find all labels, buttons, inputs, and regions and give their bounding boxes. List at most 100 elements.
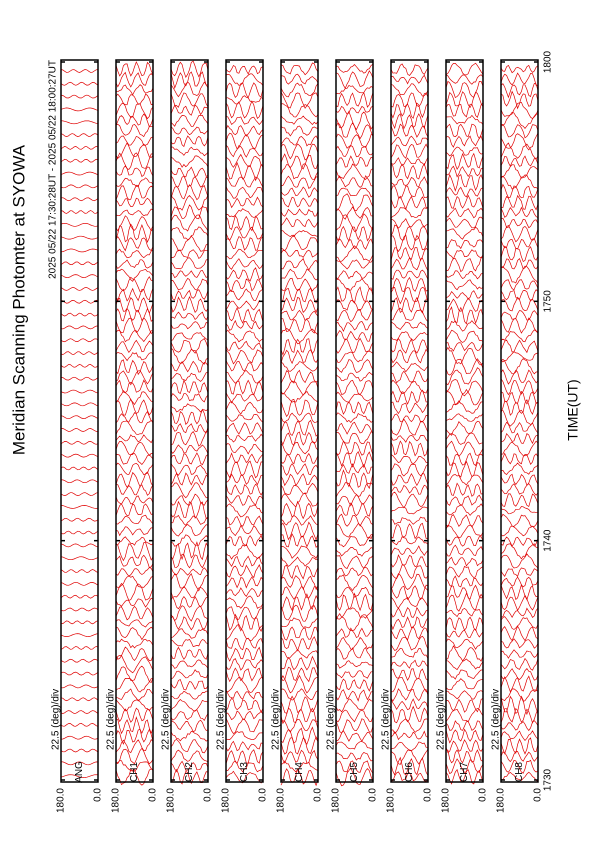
scan-trace xyxy=(115,677,154,693)
scan-trace xyxy=(225,329,264,343)
scan-trace xyxy=(115,330,154,343)
scan-trace xyxy=(280,419,319,437)
scan-trace xyxy=(390,401,429,415)
scan-trace xyxy=(225,503,264,518)
scan-trace xyxy=(60,274,99,278)
scan-trace xyxy=(170,472,209,486)
y-tick-label: 0.0 xyxy=(313,788,324,802)
scan-trace xyxy=(500,124,539,139)
scan-trace xyxy=(280,707,319,725)
scan-trace xyxy=(225,690,264,700)
y-tick-label: 180.0 xyxy=(331,788,342,813)
scan-trace xyxy=(500,553,539,569)
scan-trace xyxy=(170,135,209,148)
scan-trace xyxy=(335,730,374,742)
scan-trace xyxy=(225,460,264,479)
scan-trace xyxy=(390,176,429,188)
scan-trace xyxy=(170,586,209,599)
scan-trace xyxy=(225,534,264,547)
scan-trace xyxy=(335,698,374,713)
scan-trace xyxy=(170,204,209,220)
scan-trace xyxy=(445,440,484,458)
scan-trace xyxy=(500,737,539,755)
scan-trace xyxy=(170,638,209,648)
scan-trace xyxy=(116,84,154,96)
scan-trace xyxy=(336,206,374,220)
y-tick-label: 0.0 xyxy=(423,788,434,802)
scan-trace xyxy=(390,730,429,741)
scan-trace xyxy=(445,678,484,691)
scan-trace xyxy=(115,654,154,674)
scan-trace xyxy=(225,524,264,537)
scan-trace xyxy=(445,575,484,588)
x-axis-label: TIME(UT) xyxy=(565,379,581,440)
scan-trace xyxy=(335,534,374,548)
scan-trace xyxy=(60,594,99,599)
panel-frame xyxy=(445,59,484,783)
scan-trace xyxy=(335,163,374,180)
scan-trace xyxy=(60,120,99,125)
scan-trace xyxy=(390,454,429,465)
scan-trace xyxy=(390,218,429,229)
scan-trace xyxy=(280,296,319,314)
scan-trace xyxy=(280,648,319,659)
scan-trace xyxy=(170,126,209,136)
scan-trace xyxy=(60,453,99,458)
scan-trace xyxy=(115,495,154,505)
scan-trace xyxy=(225,214,264,232)
scan-trace xyxy=(280,452,319,465)
scan-trace xyxy=(280,626,319,641)
scan-trace xyxy=(60,466,99,471)
scan-trace xyxy=(445,306,484,325)
scan-trace xyxy=(500,583,539,601)
scan-trace xyxy=(445,239,484,250)
scan-trace xyxy=(170,60,209,79)
scan-trace xyxy=(225,473,264,486)
scan-trace xyxy=(445,152,484,170)
scan-trace xyxy=(60,402,99,407)
scan-trace xyxy=(170,679,209,691)
scan-trace xyxy=(115,747,154,765)
scan-trace xyxy=(280,586,319,600)
scan-trace xyxy=(500,72,539,87)
scan-trace xyxy=(225,370,264,384)
scan-trace xyxy=(390,440,429,457)
scan-trace xyxy=(280,338,319,356)
scan-trace xyxy=(280,390,319,403)
scan-trace xyxy=(170,403,209,413)
scan-trace xyxy=(390,573,429,591)
scan-trace xyxy=(225,658,264,671)
scan-trace xyxy=(445,728,484,744)
scan-trace xyxy=(280,556,319,567)
scale-annotation: 22.5 (deg)/div xyxy=(216,689,227,750)
scan-trace xyxy=(280,143,319,161)
scan-trace xyxy=(60,94,99,99)
scan-trace xyxy=(115,359,154,376)
channel-label: CH2 xyxy=(184,762,195,782)
scan-trace xyxy=(500,452,539,465)
scan-trace xyxy=(335,401,374,415)
scan-trace xyxy=(445,658,484,671)
scan-trace xyxy=(335,270,374,280)
scan-trace xyxy=(115,142,154,159)
scan-trace xyxy=(500,224,539,243)
scan-trace xyxy=(280,268,319,281)
scan-trace xyxy=(60,543,99,548)
y-tick-label: 180.0 xyxy=(496,788,507,813)
chart-subtitle: 2025 05/22 17:30:28UT - 2025 05/22 18:00… xyxy=(48,60,59,279)
scan-trace xyxy=(280,768,319,787)
scan-trace xyxy=(500,625,539,642)
scan-trace xyxy=(170,659,209,669)
scan-trace xyxy=(115,93,154,106)
scan-trace xyxy=(61,479,99,484)
scan-trace xyxy=(335,613,374,631)
scan-trace xyxy=(335,350,374,363)
scan-trace xyxy=(390,554,429,568)
scan-trace xyxy=(60,710,99,714)
scan-trace xyxy=(390,545,429,557)
scan-trace xyxy=(500,206,539,218)
scan-trace xyxy=(335,371,374,382)
scan-trace xyxy=(335,359,374,373)
scan-trace xyxy=(225,208,264,218)
scan-trace xyxy=(170,669,209,680)
